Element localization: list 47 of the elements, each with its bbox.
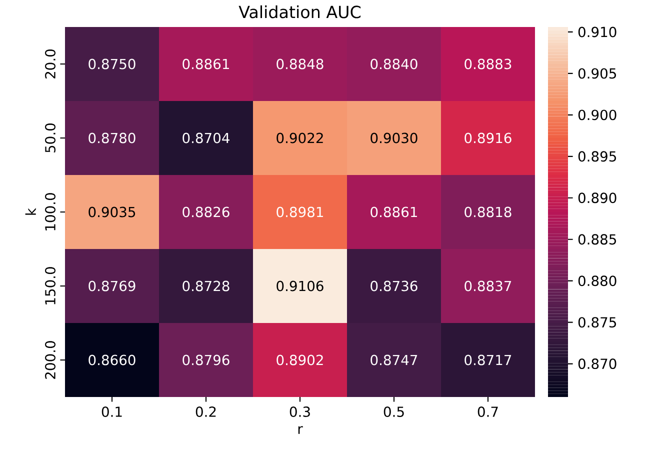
data-label: 0.8818 xyxy=(464,206,512,218)
color-bar-label: 0.890 xyxy=(578,192,616,204)
data-label: 0.8769 xyxy=(88,280,136,292)
y-tick-label: 200.0 xyxy=(45,341,56,379)
y-axis-title: k xyxy=(25,208,36,215)
data-label: 0.8981 xyxy=(276,206,323,218)
color-bar-label: 0.910 xyxy=(578,26,616,38)
x-tick-label: 0.3 xyxy=(290,406,310,417)
data-label: 0.8747 xyxy=(370,354,418,366)
data-label: 0.8750 xyxy=(88,58,136,70)
x-tick-label: 0.7 xyxy=(478,406,498,417)
data-label: 0.9035 xyxy=(88,206,136,218)
color-bar-label: 0.905 xyxy=(578,68,616,79)
y-tick-label: 50.0 xyxy=(45,123,56,152)
x-axis-title: r xyxy=(298,426,303,434)
y-tick-label: 20.0 xyxy=(45,49,56,78)
data-label: 0.8780 xyxy=(88,132,136,144)
data-label: 0.8736 xyxy=(370,280,418,292)
data-label: 0.8861 xyxy=(370,206,417,218)
data-label: 0.8848 xyxy=(276,58,324,70)
data-label: 0.8796 xyxy=(182,354,230,366)
data-label: 0.9022 xyxy=(276,132,323,144)
data-label: 0.8728 xyxy=(182,280,230,292)
data-label: 0.8883 xyxy=(464,58,512,70)
chart-title: Validation AUC xyxy=(238,5,361,18)
color-bar-label: 0.880 xyxy=(578,276,616,286)
color-bar-label: 0.875 xyxy=(578,317,616,328)
x-tick-label: 0.5 xyxy=(384,406,404,417)
color-bar-label: 0.895 xyxy=(578,151,616,162)
data-label: 0.8840 xyxy=(370,58,418,70)
data-label: 0.8837 xyxy=(464,280,512,292)
data-label: 0.8704 xyxy=(182,132,230,144)
color-bar-label: 0.885 xyxy=(578,234,616,245)
data-label: 0.9030 xyxy=(370,132,418,144)
data-label: 0.8660 xyxy=(88,354,136,366)
y-tick-label: 100.0 xyxy=(45,193,56,230)
color-bar-label: 0.900 xyxy=(578,110,616,120)
data-label: 0.8902 xyxy=(276,354,323,366)
data-label: 0.8826 xyxy=(182,206,230,218)
data-label: 0.8916 xyxy=(464,132,512,144)
x-tick-label: 0.2 xyxy=(196,406,216,417)
color-bar-label: 0.870 xyxy=(578,358,616,370)
y-tick-label: 150.0 xyxy=(45,267,56,304)
x-tick-label: 0.1 xyxy=(102,406,122,417)
data-label: 0.8717 xyxy=(464,354,512,366)
data-label: 0.8861 xyxy=(182,58,229,70)
data-label: 0.9106 xyxy=(276,280,324,292)
